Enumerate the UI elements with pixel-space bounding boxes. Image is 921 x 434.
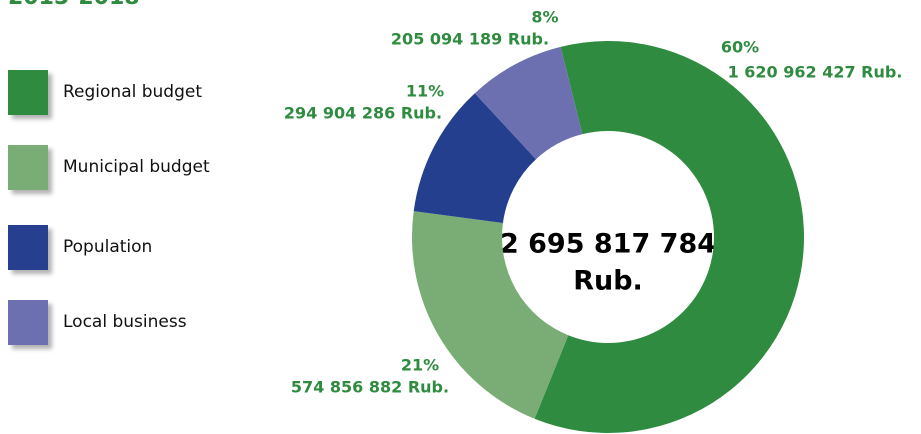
- donut-slice: [474, 46, 583, 160]
- legend-label: Local business: [63, 312, 187, 332]
- legend-label: Municipal budget: [63, 157, 210, 177]
- amount-label: 294 904 286 Rub.: [284, 104, 442, 123]
- legend-label: Regional budget: [63, 82, 202, 102]
- amount-label: 205 094 189 Rub.: [391, 30, 549, 49]
- donut-slice: [411, 211, 569, 419]
- legend-swatch: [8, 300, 48, 345]
- value-label: 60%: [721, 38, 759, 57]
- legend-swatch: [8, 225, 48, 270]
- value-label: 21%: [401, 356, 439, 375]
- legend-label: Population: [63, 237, 152, 257]
- value-label: 11%: [406, 82, 444, 101]
- value-label: 8%: [531, 8, 558, 27]
- amount-label: 1 620 962 427 Rub.: [728, 63, 903, 82]
- amount-label: 574 856 882 Rub.: [291, 378, 449, 397]
- center-total: 2 695 817 784: [500, 229, 716, 260]
- chart-title: 2015-2018: [8, 0, 140, 10]
- legend-swatch: [8, 70, 48, 115]
- center-unit: Rub.: [573, 266, 643, 297]
- legend-swatch: [8, 145, 48, 190]
- donut-slice: [534, 41, 804, 433]
- donut-slice: [413, 93, 536, 223]
